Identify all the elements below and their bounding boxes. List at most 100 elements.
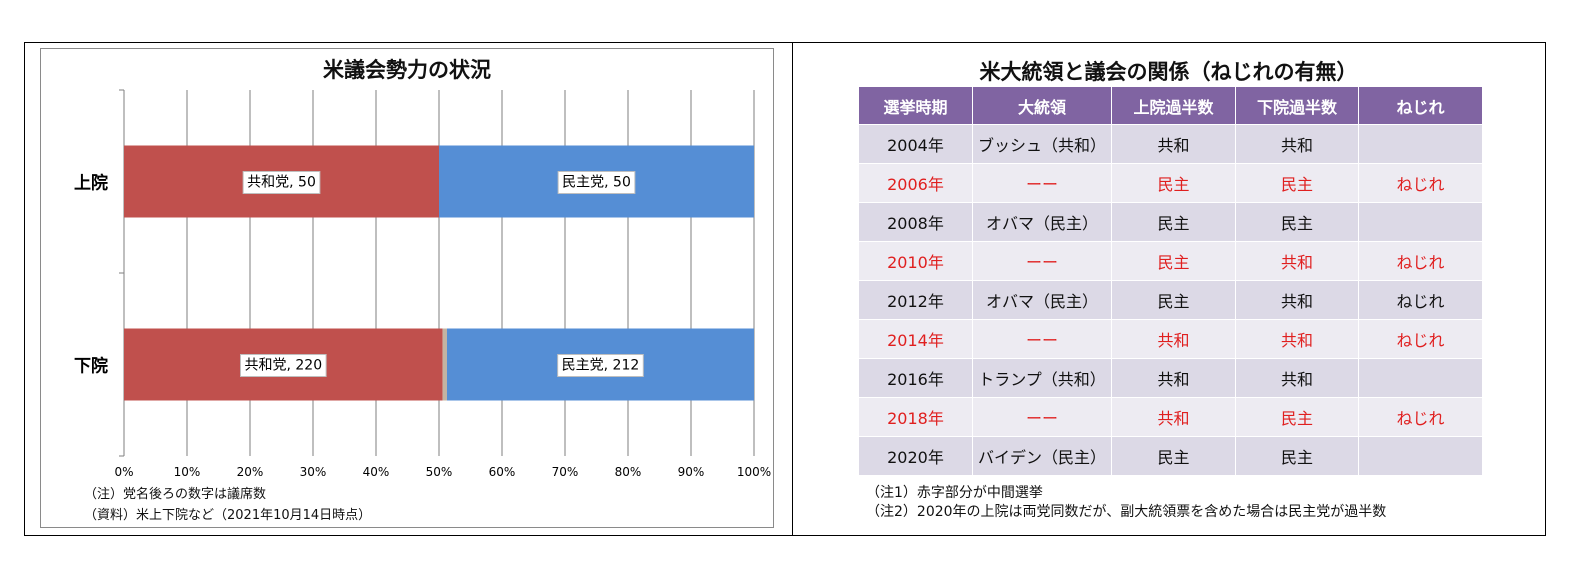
data-label-box (239, 354, 327, 377)
x-tick-label: 10% (174, 465, 201, 479)
cell-senate: 共和 (1111, 397, 1236, 437)
cell-house: 共和 (1235, 124, 1359, 164)
table-body: 2004年 ブッシュ（共和） 共和 共和 2006年 ーー 民主 民主 ねじれ 2008年 オバマ（… (858, 124, 1483, 476)
relation-table: 選挙時期 大統領 上院過半数 下院過半数 ねじれ 2004年 ブッシュ（共和） 共和… (858, 86, 1483, 476)
data-label-box (557, 171, 636, 194)
cell-president: ーー (972, 241, 1112, 281)
x-tick-label: 40% (363, 465, 390, 479)
x-tick-label: 90% (678, 465, 705, 479)
cell-divided: ねじれ (1358, 163, 1483, 203)
table-row: 2018年 ーー 共和 民主 ねじれ (858, 397, 1483, 437)
cell-divided (1358, 124, 1483, 164)
header-house: 下院過半数 (1235, 86, 1359, 125)
table-row: 2014年 ーー 共和 共和 ねじれ (858, 319, 1483, 359)
cell-president: ーー (972, 163, 1112, 203)
cell-senate: 民主 (1111, 436, 1236, 476)
cell-divided (1358, 358, 1483, 398)
x-tick-label: 80% (615, 465, 642, 479)
data-label: 民主党, 212 (557, 354, 644, 377)
cell-house: 民主 (1235, 436, 1359, 476)
cell-president: バイデン（民主） (972, 436, 1112, 476)
x-tick-label: 60% (489, 465, 516, 479)
data-label-box (242, 171, 321, 194)
cell-period: 2008年 (858, 202, 973, 242)
cell-divided: ねじれ (1358, 241, 1483, 281)
cell-house: 民主 (1235, 397, 1359, 437)
cell-period: 2014年 (858, 319, 973, 359)
cell-divided (1358, 202, 1483, 242)
data-label-text: 民主党, 212 (562, 358, 640, 374)
data-label-text: 民主党, 50 (562, 175, 631, 191)
cell-house: 共和 (1235, 241, 1359, 281)
cell-senate: 共和 (1111, 358, 1236, 398)
table-row: 2006年 ーー 民主 民主 ねじれ (858, 163, 1483, 203)
cell-period: 2020年 (858, 436, 973, 476)
cell-house: 民主 (1235, 163, 1359, 203)
category-label: 下院 (74, 356, 108, 377)
cell-senate: 共和 (1111, 124, 1236, 164)
cell-president: ーー (972, 319, 1112, 359)
cell-period: 2018年 (858, 397, 973, 437)
x-tick-label: 0% (114, 465, 133, 479)
cell-divided (1358, 436, 1483, 476)
cell-house: 共和 (1235, 358, 1359, 398)
table-row: 2010年 ーー 民主 共和 ねじれ (858, 241, 1483, 281)
cell-senate: 民主 (1111, 241, 1236, 281)
table-title: 米大統領と議会の関係（ねじれの有無） (979, 60, 1358, 84)
x-tick-label: 50% (426, 465, 453, 479)
cell-divided: ねじれ (1358, 280, 1483, 320)
data-label-box (557, 354, 644, 377)
table-row: 2008年 オバマ（民主） 民主 民主 (858, 202, 1483, 242)
data-label: 共和党, 50 (242, 171, 321, 194)
data-label: 民主党, 50 (557, 171, 636, 194)
table-row: 2004年 ブッシュ（共和） 共和 共和 (858, 124, 1483, 164)
header-president: 大統領 (972, 86, 1112, 125)
cell-president: オバマ（民主） (972, 280, 1112, 320)
cell-president: ブッシュ（共和） (972, 124, 1112, 164)
chart-title: 米議会勢力の状況 (323, 58, 491, 82)
chart-note: （注）党名後ろの数字は議席数 (84, 487, 267, 502)
x-tick-label: 20% (237, 465, 264, 479)
chart-source: （資料）米上下院など（2021年10月14日時点） (84, 508, 372, 523)
figure-frame (24, 42, 1546, 536)
table-note-1: （注1）赤字部分が中間選挙 (866, 485, 1043, 501)
bar-segment (442, 328, 447, 401)
cell-president: トランプ（共和） (972, 358, 1112, 398)
table-row: 2020年 バイデン（民主） 民主 民主 (858, 436, 1483, 476)
cell-president: オバマ（民主） (972, 202, 1112, 242)
cell-senate: 民主 (1111, 202, 1236, 242)
cell-period: 2004年 (858, 124, 973, 164)
x-tick-label: 70% (552, 465, 579, 479)
cell-period: 2006年 (858, 163, 973, 203)
cell-divided: ねじれ (1358, 319, 1483, 359)
cell-senate: 民主 (1111, 163, 1236, 203)
cell-president: ーー (972, 397, 1112, 437)
x-tick-label: 100% (737, 465, 771, 479)
data-label: 共和党, 220 (239, 354, 327, 377)
category-label: 上院 (74, 173, 108, 194)
cell-divided: ねじれ (1358, 397, 1483, 437)
x-tick-label: 30% (300, 465, 327, 479)
cell-period: 2016年 (858, 358, 973, 398)
cell-house: 共和 (1235, 319, 1359, 359)
header-senate: 上院過半数 (1111, 86, 1236, 125)
cell-senate: 共和 (1111, 319, 1236, 359)
cell-senate: 民主 (1111, 280, 1236, 320)
chart-notes: （注）党名後ろの数字は議席数 （資料）米上下院など（2021年10月14日時点） (84, 484, 371, 526)
table-row: 2016年 トランプ（共和） 共和 共和 (858, 358, 1483, 398)
cell-period: 2012年 (858, 280, 973, 320)
table-row: 2012年 オバマ（民主） 民主 共和 ねじれ (858, 280, 1483, 320)
table-note-2: （注2）2020年の上院は両党同数だが、副大統領票を含めた場合は民主党が過半数 (866, 504, 1387, 520)
cell-house: 民主 (1235, 202, 1359, 242)
chart-area (40, 48, 774, 528)
table-notes: （注1）赤字部分が中間選挙 （注2）2020年の上院は両党同数だが、副大統領票を… (866, 484, 1386, 522)
header-period: 選挙時期 (858, 86, 973, 125)
panel-divider (792, 42, 793, 536)
data-label-text: 共和党, 220 (244, 358, 322, 374)
cell-period: 2010年 (858, 241, 973, 281)
cell-house: 共和 (1235, 280, 1359, 320)
table-header-row: 選挙時期 大統領 上院過半数 下院過半数 ねじれ (858, 86, 1483, 125)
header-divided: ねじれ (1358, 86, 1483, 125)
data-label-text: 共和党, 50 (247, 175, 316, 191)
